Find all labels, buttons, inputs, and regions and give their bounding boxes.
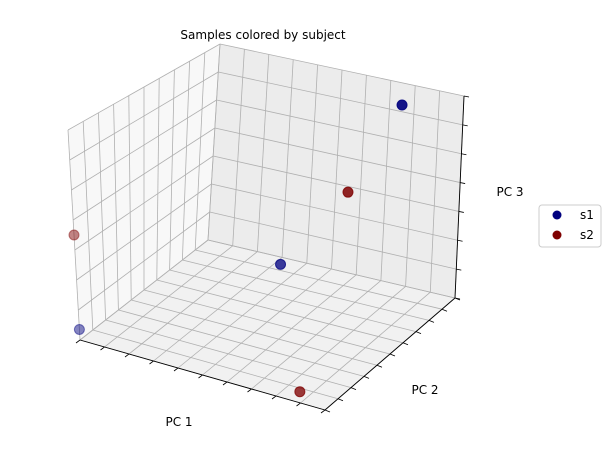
gridline xyxy=(251,280,382,390)
gridline xyxy=(281,59,294,258)
gridline xyxy=(72,127,216,221)
x-tick xyxy=(75,339,81,344)
gridline xyxy=(216,99,462,155)
gridline xyxy=(257,54,270,252)
x-tick xyxy=(296,402,301,407)
point-s1 xyxy=(275,258,287,270)
x-tick xyxy=(247,388,252,393)
gridline xyxy=(76,183,212,281)
y-tick xyxy=(363,376,370,379)
gridline xyxy=(128,95,132,301)
z-axis-line xyxy=(454,95,465,299)
gridline xyxy=(232,49,245,246)
gridline xyxy=(98,112,106,321)
y-tick xyxy=(402,342,409,346)
point-s1 xyxy=(396,99,408,111)
gridline xyxy=(69,71,219,161)
data-points xyxy=(68,99,408,398)
x-tick xyxy=(198,374,203,379)
y-tick xyxy=(376,364,383,368)
y-tick xyxy=(350,387,357,390)
gridline xyxy=(118,309,365,377)
gridline xyxy=(113,104,119,311)
z-tick xyxy=(456,268,462,271)
x-tick xyxy=(100,346,105,351)
gridline xyxy=(219,43,465,97)
axis-ticks xyxy=(75,95,470,414)
y-tick xyxy=(415,331,422,334)
gridline xyxy=(226,274,357,383)
gridline xyxy=(67,129,81,341)
gridline xyxy=(182,61,190,261)
gridline xyxy=(74,155,214,251)
x-tick xyxy=(149,360,154,365)
x-tick xyxy=(173,367,179,372)
y-tick xyxy=(428,320,435,323)
z-tick xyxy=(462,124,468,127)
legend: s1 s2 xyxy=(538,204,602,248)
gridline xyxy=(214,127,461,183)
z-tick xyxy=(461,153,467,156)
gridline xyxy=(211,183,458,241)
gridline xyxy=(355,75,367,275)
floor-pane xyxy=(80,240,455,410)
y-tick xyxy=(324,409,331,413)
x-tick xyxy=(320,409,326,414)
point-s2 xyxy=(294,386,306,398)
point-s2 xyxy=(342,186,354,198)
gridline xyxy=(405,85,416,287)
gridline xyxy=(156,78,160,281)
x-axis-line xyxy=(79,339,326,411)
gridline xyxy=(213,155,459,212)
z-tick xyxy=(460,182,466,184)
x-tick xyxy=(124,353,130,358)
legend-marker-s1 xyxy=(552,210,562,220)
gridline xyxy=(78,211,210,311)
gridline xyxy=(71,99,217,191)
z-tick xyxy=(457,239,463,242)
y-tick xyxy=(441,308,448,312)
legend-marker-s2 xyxy=(552,230,562,240)
gridline xyxy=(131,299,378,366)
gridline xyxy=(331,69,343,270)
axis-lines xyxy=(79,95,465,411)
gridline xyxy=(207,43,221,241)
gridline xyxy=(105,319,352,388)
z-tick xyxy=(454,297,461,300)
chart-title: Samples colored by subject xyxy=(180,28,345,42)
point-s1 xyxy=(73,324,85,335)
z-tick xyxy=(463,95,470,98)
point-s2 xyxy=(68,229,80,241)
z-tick xyxy=(458,211,464,213)
gridline xyxy=(306,64,318,264)
gridline xyxy=(143,289,391,355)
gridlines xyxy=(67,43,465,411)
y-tick xyxy=(389,353,396,357)
gridline xyxy=(79,239,209,341)
x-axis-label: PC 1 xyxy=(165,415,192,429)
gridline xyxy=(275,286,406,397)
gridline xyxy=(380,80,392,281)
z-axis-label: PC 3 xyxy=(496,185,523,199)
gridline xyxy=(300,291,431,404)
gridline xyxy=(207,239,456,299)
gridline xyxy=(429,90,440,293)
gridline xyxy=(209,211,457,270)
gridline xyxy=(194,52,206,251)
x-tick xyxy=(271,395,277,400)
y-axis-line xyxy=(324,297,456,411)
y-tick xyxy=(337,398,344,402)
y-axis-label: PC 2 xyxy=(411,383,438,397)
gridline xyxy=(169,69,175,271)
gridline xyxy=(67,43,221,131)
gridline xyxy=(218,71,463,126)
gridline xyxy=(82,121,94,331)
legend-label-s1: s1 xyxy=(580,208,594,222)
x-tick xyxy=(222,381,228,386)
legend-label-s2: s2 xyxy=(580,228,594,242)
